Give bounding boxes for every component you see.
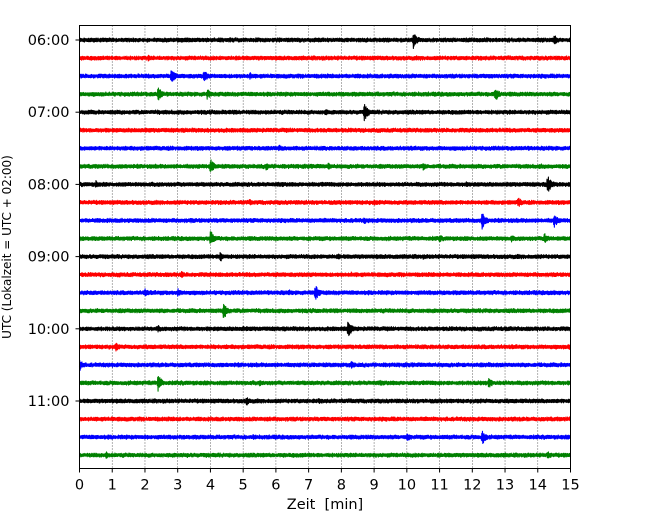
x-tick-label: 11 bbox=[430, 478, 448, 494]
y-tick-label: 06:00 bbox=[28, 33, 70, 49]
y-axis-label: UTC (Lokalzeit = UTC + 02:00) bbox=[0, 155, 14, 339]
trace-09:00 bbox=[78, 251, 572, 262]
trace-10:15 bbox=[78, 342, 572, 352]
x-axis-ticks: 0 1 2 3 4 5 6 7 8 9 10 11 12 13 14 15 bbox=[75, 468, 580, 494]
trace-11:45 bbox=[78, 451, 572, 459]
trace-07:00 bbox=[78, 103, 572, 122]
trace-09:30 bbox=[78, 285, 572, 300]
x-tick-label: 4 bbox=[206, 478, 215, 494]
y-tick-label: 07:00 bbox=[28, 105, 70, 121]
trace-10:30 bbox=[78, 360, 572, 371]
trace-08:30 bbox=[78, 213, 572, 230]
vertical-grid bbox=[111, 25, 539, 469]
x-tick-label: 0 bbox=[75, 478, 84, 494]
x-tick-label: 1 bbox=[108, 478, 117, 494]
y-tick-label: 10:00 bbox=[28, 322, 70, 338]
trace-10:00 bbox=[78, 321, 572, 337]
x-tick-label: 7 bbox=[304, 478, 313, 494]
trace-08:00 bbox=[78, 176, 572, 192]
y-tick-label: 08:00 bbox=[28, 177, 70, 193]
trace-07:30 bbox=[78, 144, 572, 152]
trace-06:00 bbox=[78, 34, 572, 50]
x-tick-label: 14 bbox=[529, 478, 547, 494]
x-tick-label: 10 bbox=[398, 478, 416, 494]
trace-08:45 bbox=[78, 231, 572, 244]
y-tick-label: 09:00 bbox=[28, 250, 70, 266]
x-tick-label: 13 bbox=[496, 478, 514, 494]
x-tick-label: 2 bbox=[140, 478, 149, 494]
trace-08:15 bbox=[78, 197, 572, 207]
trace-11:30 bbox=[78, 430, 572, 444]
x-tick-label: 3 bbox=[173, 478, 182, 494]
trace-09:15 bbox=[78, 271, 572, 279]
trace-10:45 bbox=[78, 376, 572, 392]
trace-07:15 bbox=[78, 127, 572, 134]
trace-11:00 bbox=[78, 397, 572, 406]
trace-06:45 bbox=[78, 87, 572, 101]
y-axis-ticks: 06:00 07:00 08:00 09:00 10:00 11:00 bbox=[28, 33, 80, 410]
trace-07:45 bbox=[78, 159, 572, 172]
x-tick-label: 6 bbox=[271, 478, 280, 494]
x-tick-label: 12 bbox=[463, 478, 481, 494]
y-tick-label: 11:00 bbox=[28, 394, 70, 410]
x-tick-label: 9 bbox=[369, 478, 378, 494]
trace-06:30 bbox=[78, 70, 572, 82]
seismogram-traces bbox=[78, 34, 572, 459]
x-axis-label: Zeit [min] bbox=[287, 497, 363, 513]
trace-06:15 bbox=[78, 54, 572, 62]
x-tick-label: 8 bbox=[337, 478, 346, 494]
trace-09:45 bbox=[78, 303, 572, 318]
trace-11:15 bbox=[78, 416, 572, 422]
x-tick-label: 15 bbox=[561, 478, 579, 494]
x-tick-label: 5 bbox=[239, 478, 248, 494]
plot-frame bbox=[79, 25, 571, 469]
